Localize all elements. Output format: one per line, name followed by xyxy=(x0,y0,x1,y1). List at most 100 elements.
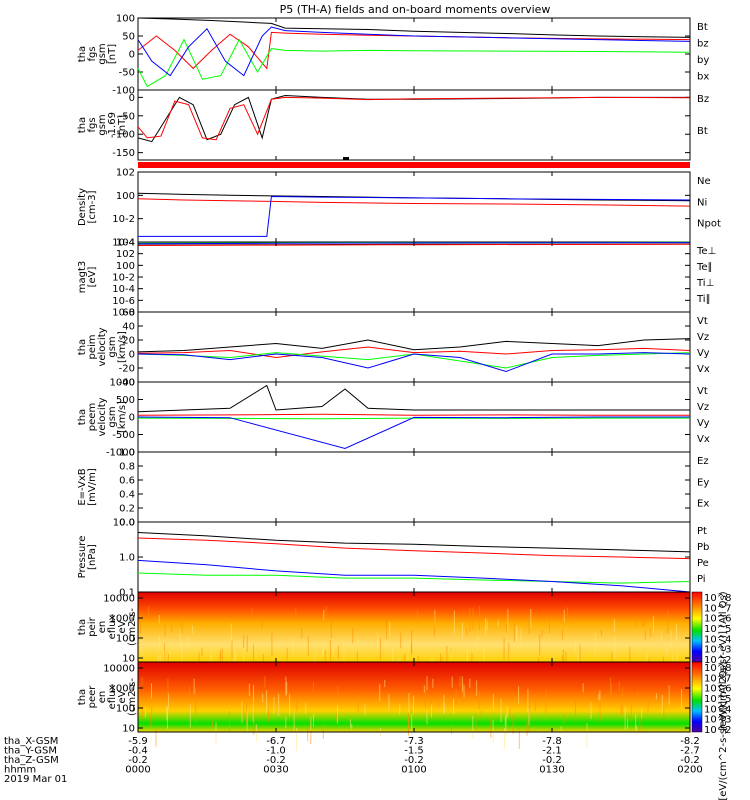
y-axis-label: (cm2-s- xyxy=(127,608,138,646)
streak xyxy=(273,696,275,715)
streak xyxy=(670,630,672,648)
y-tick-label: 10.0 xyxy=(113,518,135,529)
colorbar-tick-label: 10^5 xyxy=(704,694,731,705)
legend-entry: Vy xyxy=(697,418,710,429)
streak xyxy=(158,614,160,624)
streak xyxy=(417,610,419,624)
y-axis-label: magt3 xyxy=(77,261,88,294)
y-tick-label: -1000 xyxy=(106,448,135,459)
page-title: P5 (TH-A) fields and on-board moments ov… xyxy=(280,3,551,16)
legend-entry: Bz xyxy=(697,94,709,105)
series-line xyxy=(137,96,691,141)
y-tick-label: 50 xyxy=(122,32,135,43)
streak xyxy=(563,713,565,724)
series-line xyxy=(137,413,690,416)
streak xyxy=(472,716,474,739)
y-axis-label: tha xyxy=(77,689,88,705)
footer-row-label: tha_X-GSM xyxy=(4,736,58,747)
streak xyxy=(480,710,482,719)
series-line xyxy=(137,352,691,373)
y-tick-label: 10-2 xyxy=(112,214,135,225)
streak xyxy=(252,644,254,662)
streak xyxy=(512,714,514,734)
streak xyxy=(140,613,142,634)
streak xyxy=(262,654,264,662)
streak xyxy=(201,647,203,657)
legend-entry: by xyxy=(697,55,709,66)
panel-3: Density [cm-3] 102 100 10-2 10-4 Ne Ni Npot xyxy=(77,168,721,249)
footer-value: -5.9 xyxy=(128,736,148,747)
streak xyxy=(423,685,425,693)
streak xyxy=(503,637,505,660)
streak xyxy=(635,713,637,730)
legend-entry: Ex xyxy=(697,499,709,510)
streak xyxy=(600,629,602,636)
footer-value: 0030 xyxy=(263,765,288,776)
streak xyxy=(230,623,232,644)
streak xyxy=(286,682,288,695)
streak xyxy=(212,721,214,728)
streak xyxy=(505,624,507,632)
streak xyxy=(463,685,465,698)
legend-entry: Ne xyxy=(697,176,711,187)
y-tick-label: 10-4 xyxy=(112,284,135,295)
legend-entry: Vx xyxy=(697,364,710,375)
streak xyxy=(506,705,508,718)
y-tick-label: 10-2 xyxy=(112,273,135,284)
streak xyxy=(167,678,169,697)
y-axis-label: [cm-3] xyxy=(87,190,98,223)
streak xyxy=(158,634,160,650)
streak xyxy=(545,689,547,714)
streak xyxy=(666,647,668,658)
streak xyxy=(477,636,479,650)
colorbar-label: [eV/(cm^2-s-sr-eV)] (All Qs) xyxy=(718,661,729,800)
legend-entry: Vy xyxy=(697,348,710,359)
streak xyxy=(561,655,563,666)
y-axis-label: peir xyxy=(87,616,98,636)
streak xyxy=(292,637,294,655)
streak xyxy=(541,629,543,637)
streak xyxy=(335,713,337,722)
footer-value: -0.2 xyxy=(266,755,286,766)
streak xyxy=(267,709,269,722)
streak xyxy=(575,696,577,720)
streak xyxy=(472,608,474,630)
streak xyxy=(285,676,287,697)
legend-entry: Ni xyxy=(697,197,707,208)
y-tick-label: 10000 xyxy=(103,664,135,675)
streak xyxy=(330,640,332,664)
streak xyxy=(163,650,165,663)
streak xyxy=(243,634,245,648)
streak xyxy=(478,690,480,709)
y-axis-label: [eV] xyxy=(87,267,98,288)
streak xyxy=(322,723,324,739)
y-axis-label: tha xyxy=(77,619,88,635)
y-tick-label: 100 xyxy=(116,634,135,645)
y-tick-label: 102 xyxy=(116,249,135,260)
streak xyxy=(455,689,457,706)
streak xyxy=(389,621,391,637)
streak xyxy=(307,726,309,742)
streak xyxy=(352,628,354,644)
y-axis-label: tha xyxy=(77,117,88,133)
streak xyxy=(195,688,197,709)
streak xyxy=(582,683,584,693)
streak xyxy=(246,711,248,733)
streak xyxy=(337,704,339,724)
y-tick-label: 1000 xyxy=(110,614,135,625)
footer-date: 2019 Mar 01 xyxy=(4,774,67,785)
streak xyxy=(324,650,326,668)
streak xyxy=(642,618,644,628)
streak xyxy=(392,645,394,670)
y-tick-label: -100 xyxy=(112,86,135,97)
footer-row-label: tha_Y-GSM xyxy=(4,746,57,757)
streak xyxy=(497,620,499,627)
streak xyxy=(189,704,191,728)
legend-entry: Vt xyxy=(697,386,708,397)
streak xyxy=(518,686,520,704)
streak xyxy=(461,622,463,639)
streak xyxy=(469,608,471,632)
legend-entry: Ti⊥ xyxy=(696,278,714,289)
streak xyxy=(571,615,573,623)
streak xyxy=(221,648,223,672)
